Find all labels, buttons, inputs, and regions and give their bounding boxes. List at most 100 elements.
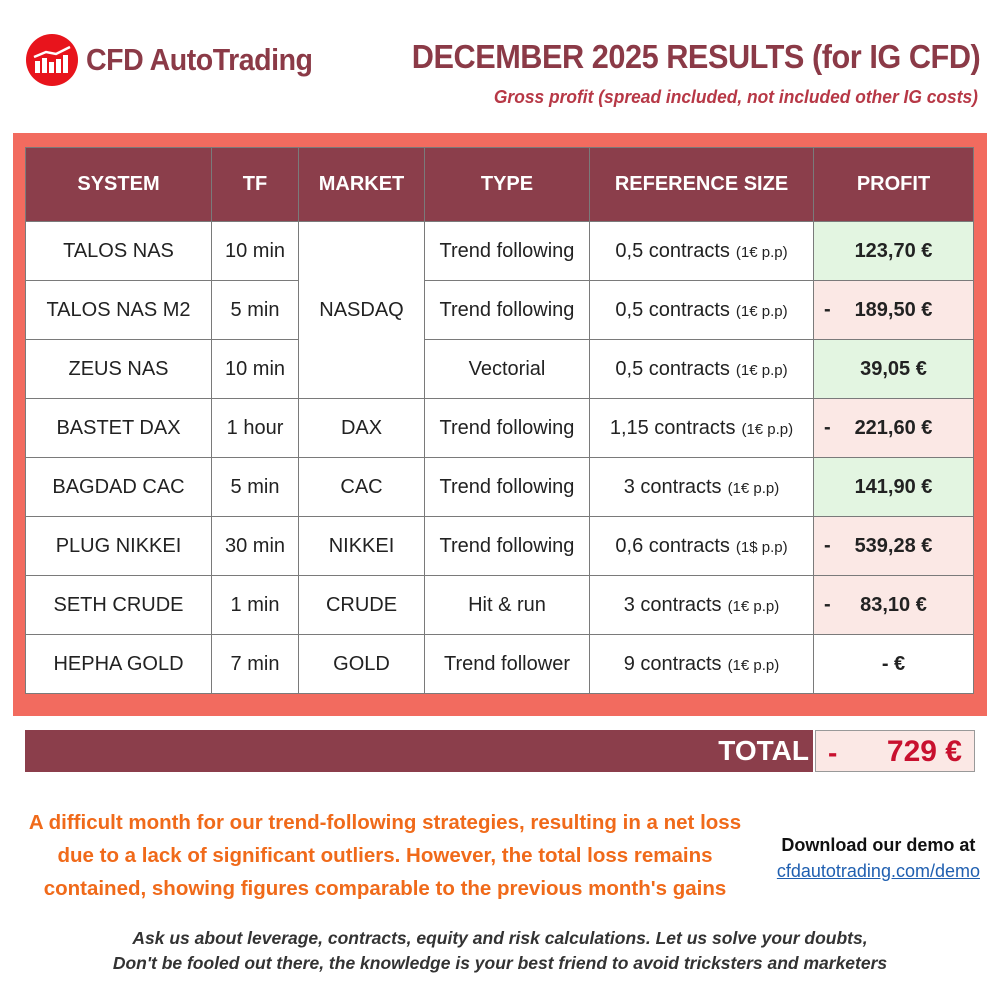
tf-cell: 5 min: [211, 280, 299, 340]
profit-value: 83,10 €: [860, 593, 927, 616]
reference-size-cell: 3 contracts (1€ p.p): [589, 457, 814, 517]
market-cell: NIKKEI: [298, 516, 425, 576]
total-sign: -: [828, 737, 838, 768]
column-header-reference-size: REFERENCE SIZE: [589, 147, 814, 222]
point-value: (1€ p.p): [727, 479, 780, 497]
tf-cell: 10 min: [211, 339, 299, 399]
tf-cell: 7 min: [211, 634, 299, 694]
reference-size-cell: 3 contracts (1€ p.p): [589, 575, 814, 635]
profit-sign: -: [824, 416, 831, 439]
profit-value: 39,05 €: [860, 357, 927, 380]
type-cell: Vectorial: [424, 339, 590, 399]
size-value: 1,15 contracts: [609, 416, 736, 439]
column-header-profit: PROFIT: [813, 147, 974, 222]
point-value: (1€ p.p): [735, 243, 788, 261]
point-value: (1€ p.p): [735, 302, 788, 320]
size-value: 9 contracts: [623, 652, 722, 675]
size-value: 3 contracts: [623, 475, 722, 498]
profit-cell: - 83,10 €: [813, 575, 974, 635]
type-cell: Hit & run: [424, 575, 590, 635]
total-bar: TOTAL: [25, 730, 813, 772]
reference-size-cell: 1,15 contracts (1€ p.p): [589, 398, 814, 458]
market-cell: DAX: [298, 398, 425, 458]
reference-size-cell: 0,6 contracts (1$ p.p): [589, 516, 814, 576]
profit-value: - €: [881, 652, 906, 675]
demo-link[interactable]: cfdautotrading.com/demo: [776, 861, 980, 881]
point-value: (1$ p.p): [735, 538, 788, 556]
profit-cell: -539,28 €: [813, 516, 974, 576]
profit-cell: 39,05 €: [813, 339, 974, 399]
total-value-box: - 729 €: [815, 730, 975, 772]
profit-cell: -221,60 €: [813, 398, 974, 458]
table-row: SETH CRUDE 1 min CRUDE Hit & run 3 contr…: [25, 575, 974, 635]
market-cell: CRUDE: [298, 575, 425, 635]
column-header-market: MARKET: [298, 147, 425, 222]
tf-cell: 30 min: [211, 516, 299, 576]
table-row: HEPHA GOLD 7 min GOLD Trend follower 9 c…: [25, 634, 974, 694]
profit-cell: - €: [813, 634, 974, 694]
reference-size-cell: 0,5 contracts (1€ p.p): [589, 280, 814, 340]
results-frame: SYSTEM TF MARKET TYPE REFERENCE SIZE PRO…: [13, 133, 987, 716]
table-row: BAGDAD CAC 5 min CAC Trend following 3 c…: [25, 457, 974, 517]
system-cell: BASTET DAX: [25, 398, 212, 458]
chart-bars-logo-icon: [26, 34, 78, 86]
footer-line-1: Ask us about leverage, contracts, equity…: [132, 928, 868, 948]
type-cell: Trend following: [424, 398, 590, 458]
table-row: ZEUS NAS 10 min Vectorial 0,5 contracts (…: [25, 339, 974, 399]
total-label: TOTAL: [718, 735, 809, 766]
type-cell: Trend following: [424, 221, 590, 281]
tf-cell: 1 hour: [211, 398, 299, 458]
system-cell: SETH CRUDE: [25, 575, 212, 635]
system-cell: HEPHA GOLD: [25, 634, 212, 694]
size-value: 0,5 contracts: [615, 298, 730, 321]
market-cell: NASDAQ: [298, 221, 425, 399]
point-value: (1€ p.p): [727, 597, 780, 615]
tf-cell: 10 min: [211, 221, 299, 281]
profit-value: 189,50 €: [854, 298, 933, 321]
profit-sign: -: [824, 298, 831, 321]
footer-line-2: Don't be fooled out there, the knowledge…: [112, 953, 888, 973]
tf-cell: 5 min: [211, 457, 299, 517]
market-cell: GOLD: [298, 634, 425, 694]
demo-callout: Download our demo at cfdautotrading.com/…: [777, 832, 980, 884]
system-cell: PLUG NIKKEI: [25, 516, 212, 576]
point-value: (1€ p.p): [727, 656, 780, 674]
profit-value: 123,70 €: [854, 239, 933, 262]
system-cell: TALOS NAS: [25, 221, 212, 281]
type-cell: Trend following: [424, 457, 590, 517]
point-value: (1€ p.p): [735, 361, 788, 379]
profit-value: 539,28 €: [854, 534, 933, 557]
profit-value: 221,60 €: [854, 416, 933, 439]
demo-text: Download our demo at: [781, 835, 976, 855]
page-subtitle: Gross profit (spread included, not inclu…: [493, 86, 978, 107]
monthly-comment: A difficult month for our trend-followin…: [28, 811, 742, 900]
size-value: 0,5 contracts: [615, 357, 730, 380]
reference-size-cell: 0,5 contracts (1€ p.p): [589, 221, 814, 281]
brand-logo: CFD AutoTrading: [26, 34, 332, 86]
type-cell: Trend following: [424, 280, 590, 340]
market-cell: CAC: [298, 457, 425, 517]
page-title: DECEMBER 2025 RESULTS (for IG CFD): [411, 38, 980, 75]
profit-cell: 141,90 €: [813, 457, 974, 517]
table-header-row: SYSTEM TF MARKET TYPE REFERENCE SIZE PRO…: [25, 147, 974, 222]
table-row: TALOS NAS M2 5 min Trend following 0,5 c…: [25, 280, 974, 340]
brand-name: CFD AutoTrading: [86, 42, 313, 77]
profit-value: 141,90 €: [854, 475, 933, 498]
size-value: 3 contracts: [623, 593, 722, 616]
results-table: SYSTEM TF MARKET TYPE REFERENCE SIZE PRO…: [25, 147, 974, 694]
system-cell: TALOS NAS M2: [25, 280, 212, 340]
column-header-type: TYPE: [424, 147, 590, 222]
type-cell: Trend following: [424, 516, 590, 576]
column-header-tf: TF: [211, 147, 299, 222]
reference-size-cell: 0,5 contracts (1€ p.p): [589, 339, 814, 399]
table-row: BASTET DAX 1 hour DAX Trend following 1,…: [25, 398, 974, 458]
profit-sign: -: [824, 534, 831, 557]
tf-cell: 1 min: [211, 575, 299, 635]
reference-size-cell: 9 contracts (1€ p.p): [589, 634, 814, 694]
table-row: TALOS NAS 10 min NASDAQ Trend following …: [25, 221, 974, 399]
profit-cell: 123,70 €: [813, 221, 974, 281]
size-value: 0,5 contracts: [615, 239, 730, 262]
total-value: 729 €: [886, 735, 962, 768]
profit-sign: -: [824, 593, 831, 616]
footer-note: Ask us about leverage, contracts, equity…: [0, 926, 1000, 976]
